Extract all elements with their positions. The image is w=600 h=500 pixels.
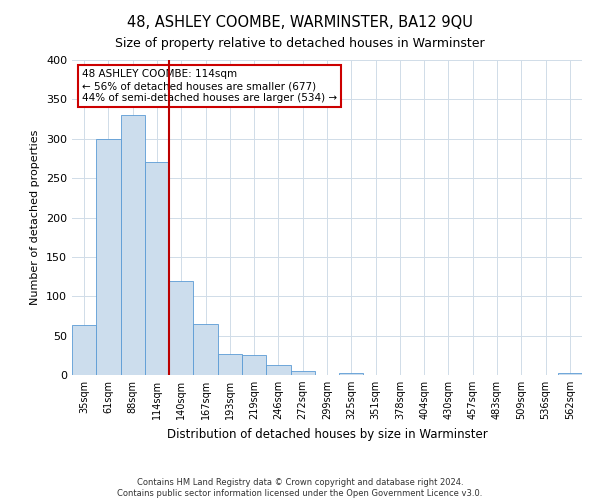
Bar — [145, 162, 169, 375]
Text: Size of property relative to detached houses in Warminster: Size of property relative to detached ho… — [115, 38, 485, 51]
Bar — [290, 371, 315, 375]
Text: Contains HM Land Registry data © Crown copyright and database right 2024.
Contai: Contains HM Land Registry data © Crown c… — [118, 478, 482, 498]
Bar — [193, 324, 218, 375]
Bar — [339, 374, 364, 375]
Bar — [218, 354, 242, 375]
Bar — [96, 138, 121, 375]
Text: 48 ASHLEY COOMBE: 114sqm
← 56% of detached houses are smaller (677)
44% of semi-: 48 ASHLEY COOMBE: 114sqm ← 56% of detach… — [82, 70, 337, 102]
Bar — [242, 356, 266, 375]
Text: 48, ASHLEY COOMBE, WARMINSTER, BA12 9QU: 48, ASHLEY COOMBE, WARMINSTER, BA12 9QU — [127, 15, 473, 30]
Bar — [169, 280, 193, 375]
X-axis label: Distribution of detached houses by size in Warminster: Distribution of detached houses by size … — [167, 428, 487, 440]
Bar — [266, 365, 290, 375]
Bar — [558, 374, 582, 375]
Y-axis label: Number of detached properties: Number of detached properties — [31, 130, 40, 305]
Bar — [72, 326, 96, 375]
Bar — [121, 115, 145, 375]
